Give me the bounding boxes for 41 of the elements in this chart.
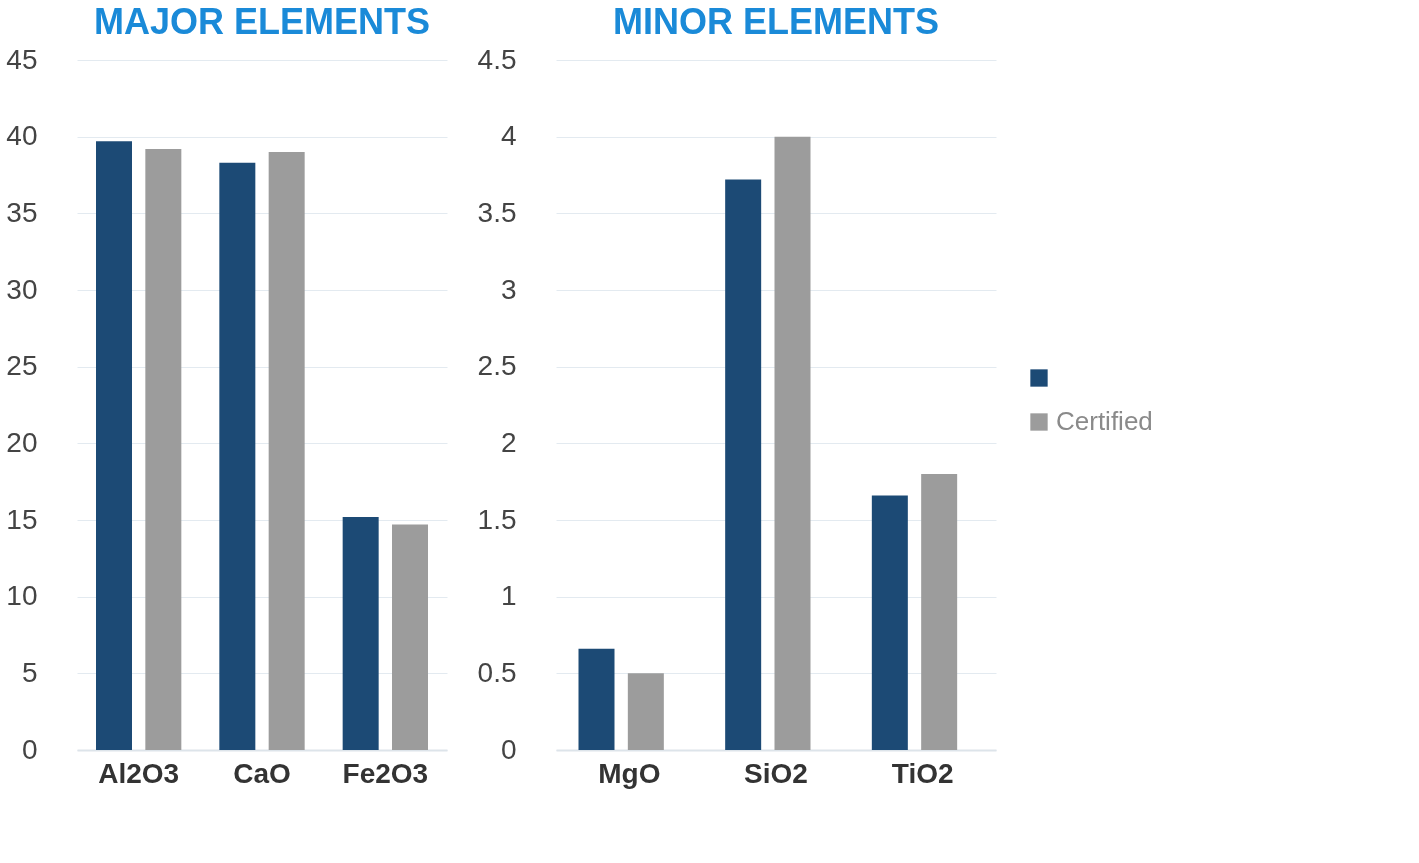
bar (921, 474, 958, 750)
y-tick-label: 40 (6, 120, 38, 152)
x-tick-label: Fe2O3 (342, 757, 429, 789)
y-tick-label: 20 (6, 426, 38, 458)
chart-title: MAJOR ELEMENTS (93, 1, 431, 42)
bar (725, 179, 762, 750)
x-tick-label: MgO (598, 757, 661, 789)
y-tick-label: 45 (6, 43, 38, 75)
y-tick-label: 35 (6, 196, 38, 228)
y-tick-label: 2.5 (477, 350, 517, 382)
y-tick-label: 30 (6, 273, 38, 305)
y-tick-label: 10 (6, 580, 38, 612)
bar (145, 148, 182, 750)
bar (268, 152, 305, 750)
y-tick-label: 25 (6, 350, 38, 382)
bar (627, 673, 664, 750)
y-tick-label: 5 (21, 656, 38, 688)
chart-title: MINOR ELEMENTS (612, 1, 940, 42)
legend-label: Certified (1056, 406, 1153, 436)
y-tick-label: 0.5 (477, 656, 517, 688)
bar (774, 136, 811, 750)
x-tick-label: Al2O3 (98, 757, 180, 789)
bar (871, 495, 908, 750)
y-tick-label: 1 (500, 580, 517, 612)
y-tick-label: 15 (6, 503, 38, 535)
bar (219, 162, 256, 750)
x-tick-label: TiO2 (891, 757, 954, 789)
y-tick-label: 0 (500, 733, 517, 765)
x-tick-label: SiO2 (744, 757, 808, 789)
bar (96, 141, 132, 750)
y-tick-label: 1.5 (477, 503, 517, 535)
y-tick-label: 4.5 (477, 43, 517, 75)
bar (342, 516, 379, 750)
bar (392, 524, 428, 750)
y-tick-label: 2 (500, 426, 517, 458)
y-tick-label: 4 (500, 120, 517, 152)
x-tick-label: CaO (233, 757, 291, 789)
y-tick-label: 3.5 (477, 196, 517, 228)
bar (578, 648, 615, 750)
y-tick-label: 0 (21, 733, 38, 765)
y-tick-label: 3 (500, 273, 517, 305)
